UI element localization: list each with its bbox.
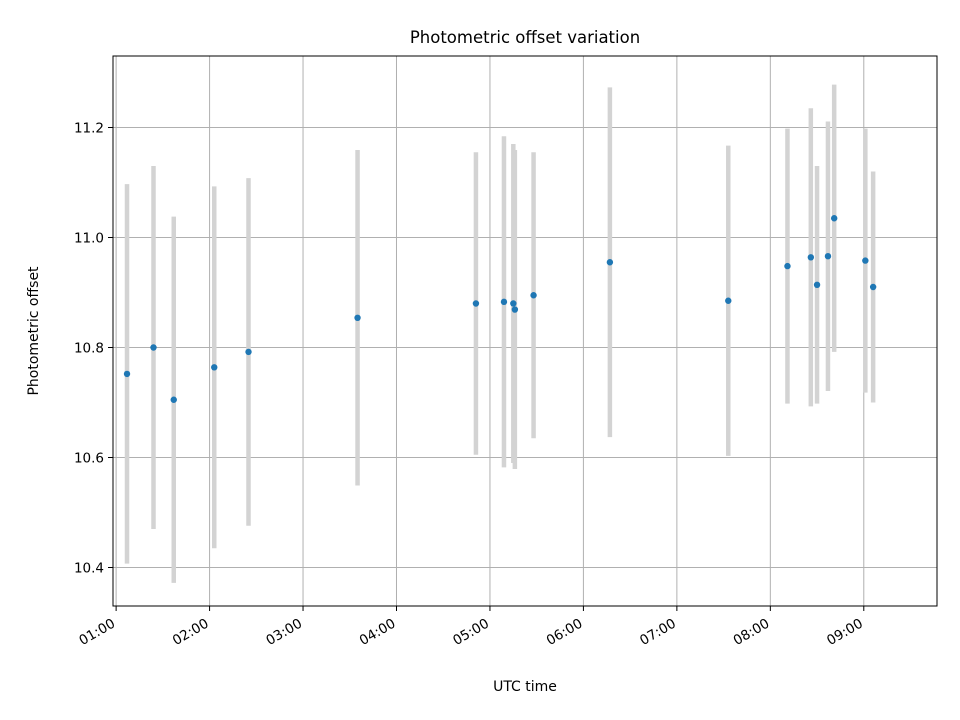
y-axis: 10.4 10.6 10.8 11.0 11.2 — [74, 121, 113, 577]
data-point — [813, 281, 821, 288]
y-tick-label: 10.6 — [74, 451, 104, 467]
data-point — [784, 262, 791, 270]
x-tick-label: 09:00 — [824, 616, 866, 649]
x-tick-label: 01:00 — [76, 616, 118, 649]
chart-title: Photometric offset variation — [410, 28, 640, 47]
x-tick-label: 02:00 — [170, 616, 212, 649]
data-point — [211, 364, 218, 371]
plot-frame — [112, 55, 938, 607]
x-tick-label: 07:00 — [637, 616, 679, 649]
data-point — [530, 292, 537, 299]
y-axis-label: Photometric offset — [26, 266, 42, 396]
errorbar-layer — [124, 84, 876, 583]
data-point — [510, 300, 517, 307]
x-tick-label: 03:00 — [263, 616, 305, 649]
data-point — [123, 370, 131, 378]
x-axis: 01:00 02:00 03:00 04:00 05:00 06:00 07:00 08:00… — [76, 606, 866, 649]
data-point — [725, 297, 732, 304]
y-tick-label: 11.0 — [74, 231, 104, 247]
grid-layer — [113, 56, 937, 606]
data-point — [500, 298, 508, 306]
data-point — [472, 300, 480, 307]
x-tick-label: 06:00 — [544, 616, 586, 649]
data-point — [511, 306, 519, 313]
data-point — [824, 253, 832, 260]
point-layer — [123, 215, 877, 403]
data-point — [807, 254, 815, 261]
x-tick-label: 04:00 — [357, 616, 399, 649]
data-point — [170, 396, 177, 403]
data-point — [150, 344, 157, 351]
data-point — [862, 257, 869, 264]
x-tick-label: 05:00 — [450, 616, 492, 649]
data-point — [830, 215, 838, 222]
y-tick-label: 10.8 — [74, 341, 104, 357]
y-tick-label: 11.2 — [74, 121, 104, 137]
x-tick-label: 08:00 — [731, 616, 773, 649]
data-point — [354, 314, 361, 321]
y-tick-label: 10.4 — [74, 561, 104, 577]
data-point — [606, 259, 614, 266]
x-axis-label: UTC time — [493, 679, 557, 695]
data-point — [245, 348, 252, 356]
data-point — [869, 283, 877, 291]
